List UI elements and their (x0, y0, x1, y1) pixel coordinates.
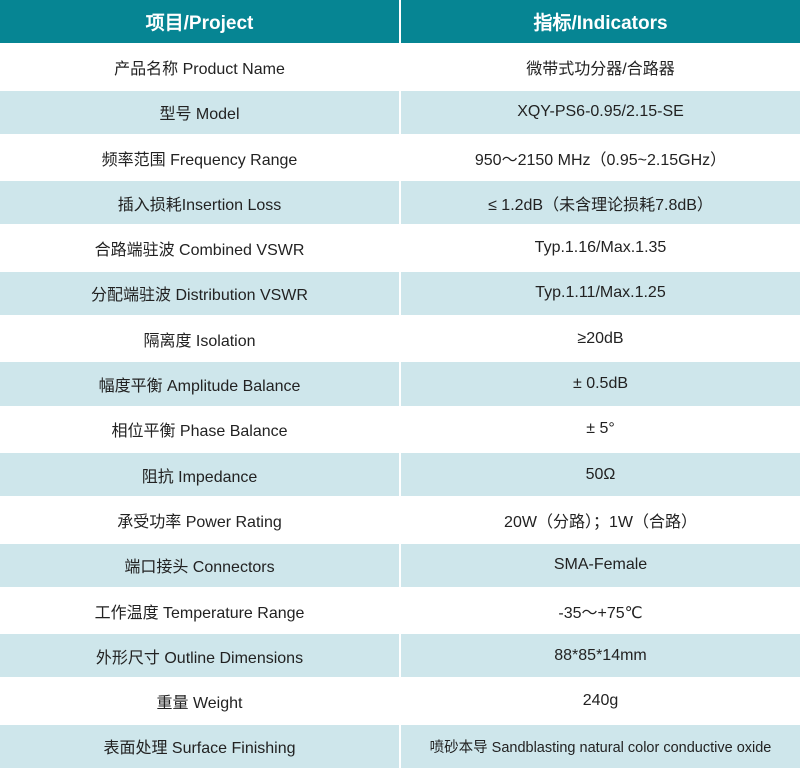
header-indicators: 指标/Indicators (401, 0, 800, 44)
table-row: 产品名称 Product Name 微带式功分器/合路器 (0, 45, 800, 90)
table-row: 端口接头 Connectors SMA-Female (0, 543, 800, 589)
row-value: ≤ 1.2dB（未含理论损耗7.8dB） (401, 181, 800, 225)
row-label: 幅度平衡 Amplitude Balance (0, 362, 399, 406)
header-project: 项目/Project (0, 0, 399, 44)
table-row: 外形尺寸 Outline Dimensions 88*85*14mm (0, 634, 800, 679)
row-value: -35～+75℃ (558, 604, 643, 622)
table-row: 工作温度 Temperature Range -35～+75℃ (0, 589, 800, 634)
table-row: 表面处理 Surface Finishing 喷砂本导 Sandblasting … (0, 724, 800, 770)
row-value: XQY-PS6-0.95/2.15-SE (401, 90, 800, 134)
row-value: ± 5° (586, 420, 615, 438)
table-row: 分配端驻波 Distribution VSWR Typ.1.11/Max.1.25 (0, 271, 800, 317)
row-label: 表面处理 Surface Finishing (0, 724, 399, 769)
row-label: 端口接头 Connectors (0, 543, 399, 587)
row-value: 20W（分路）；1W（合路） (504, 513, 697, 531)
row-label: 型号 Model (0, 90, 399, 134)
row-value: 50Ω (401, 452, 800, 497)
table-row: 隔离度 Isolation ≥20dB (0, 317, 800, 362)
row-label: 分配端驻波 Distribution VSWR (0, 271, 399, 316)
row-label: 插入损耗Insertion Loss (0, 181, 399, 225)
row-label: 频率范围 Frequency Range (101, 151, 298, 169)
table-row: 相位平衡 Phase Balance ± 5° (0, 408, 800, 453)
table-row: 重量 Weight 240g (0, 679, 800, 724)
table-header: 项目/Project 指标/Indicators (0, 0, 800, 45)
row-value: Typ.1.11/Max.1.25 (401, 271, 800, 316)
row-label: 承受功率 Power Rating (117, 513, 282, 531)
row-value: Typ.1.16/Max.1.35 (534, 239, 667, 257)
row-label: 重量 Weight (156, 695, 243, 713)
table-row: 频率范围 Frequency Range 950～2150 MHz（0.95~2.… (0, 136, 800, 181)
row-value: 微带式功分器/合路器 (526, 60, 675, 78)
table-row: 插入损耗Insertion Loss ≤ 1.2dB（未含理论损耗7.8dB） (0, 181, 800, 226)
row-label: 阻抗 Impedance (0, 452, 399, 497)
table-row: 合路端驻波 Combined VSWR Typ.1.16/Max.1.35 (0, 226, 800, 271)
row-label: 合路端驻波 Combined VSWR (94, 242, 305, 260)
row-label: 隔离度 Isolation (143, 332, 256, 350)
row-value: 950～2150 MHz（0.95~2.15GHz） (474, 151, 727, 169)
row-value: ≥20dB (577, 329, 624, 347)
table-row: 幅度平衡 Amplitude Balance ± 0.5dB (0, 362, 800, 407)
row-value: 88*85*14mm (401, 634, 800, 678)
row-value: 喷砂本导 Sandblasting natural color conducti… (401, 724, 800, 769)
row-value: ± 0.5dB (401, 362, 800, 406)
row-label: 外形尺寸 Outline Dimensions (0, 634, 399, 678)
row-label: 工作温度 Temperature Range (94, 604, 305, 622)
table-row: 型号 Model XQY-PS6-0.95/2.15-SE (0, 90, 800, 136)
row-label: 产品名称 Product Name (114, 60, 285, 78)
row-label: 相位平衡 Phase Balance (111, 423, 288, 441)
table-row: 阻抗 Impedance 50Ω (0, 452, 800, 498)
row-value: SMA-Female (401, 543, 800, 587)
table-row: 承受功率 Power Rating 20W（分路）；1W（合路） (0, 498, 800, 543)
row-value: 240g (582, 692, 619, 710)
